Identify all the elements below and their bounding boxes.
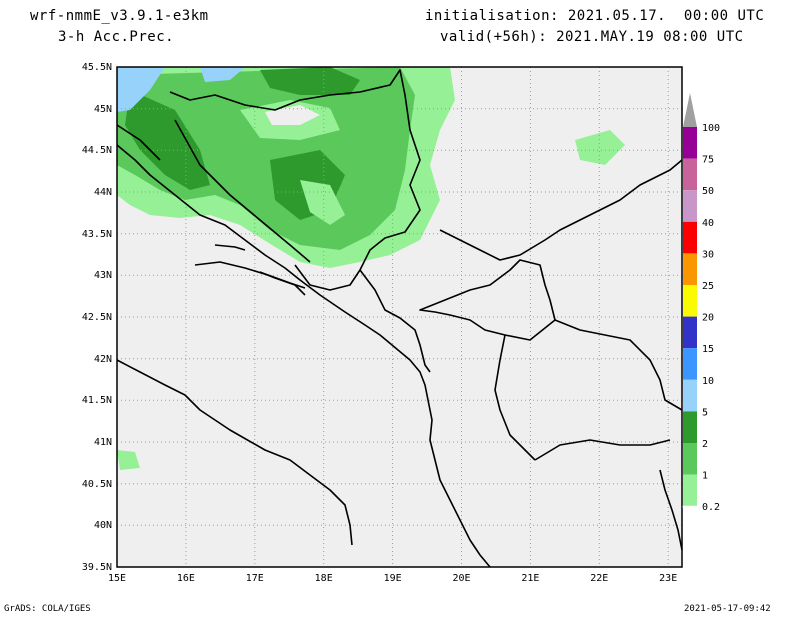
- precip-area-east-patch: [575, 130, 625, 165]
- lon-label: 16E: [177, 573, 195, 584]
- croatia-islands-2: [259, 271, 306, 296]
- lat-label: 39.5N: [82, 562, 112, 573]
- colorbar: [682, 93, 698, 541]
- precip-area-mid-green: [117, 67, 415, 250]
- colorbar-swatch: [683, 316, 697, 349]
- colorbar-swatch: [683, 474, 697, 507]
- model-title: wrf-nmmE_v3.9.1-e3km: [30, 8, 209, 24]
- colorbar-label: 75: [702, 155, 714, 166]
- bih-border-inner: [174, 119, 311, 263]
- precip-area-light-gap-2: [300, 180, 345, 225]
- lat-label: 44N: [94, 187, 112, 198]
- colorbar-label: 20: [702, 313, 714, 324]
- albania-macedonia: [494, 334, 536, 461]
- footer-credit: GrADS: COLA/IGES: [4, 604, 91, 614]
- colorbar-cap: [683, 93, 697, 127]
- footer-timestamp: 2021-05-17-09:42: [684, 604, 771, 614]
- lat-label: 42.5N: [82, 312, 112, 323]
- colorbar-swatch: [683, 221, 697, 254]
- croatia-islands-3: [214, 244, 246, 251]
- colorbar-label: 30: [702, 249, 714, 260]
- lon-label: 15E: [108, 573, 126, 584]
- lat-label: 44.5N: [82, 145, 112, 156]
- lon-label: 18E: [315, 573, 333, 584]
- colorbar-swatch: [683, 253, 697, 285]
- italy-coast: [116, 359, 353, 546]
- bulgaria-border: [554, 319, 683, 411]
- coastlines-borders: [116, 69, 683, 568]
- colorbar-label: 50: [702, 186, 714, 197]
- lon-label: 19E: [384, 573, 402, 584]
- field-title: 3-h Acc.Prec.: [58, 29, 175, 45]
- colorbar-swatch: [683, 348, 697, 380]
- precip-area-light-blue-1: [117, 67, 165, 112]
- colorbar-labels: 100 75 50 40 30 25 20 15 10 5 2 1 0.2: [702, 123, 720, 513]
- lon-label: 20E: [452, 573, 470, 584]
- croatia-bih-border: [169, 69, 421, 291]
- kosovo-border: [419, 259, 556, 341]
- colorbar-label: 15: [702, 344, 714, 355]
- colorbar-label: 2: [702, 439, 708, 450]
- colorbar-swatch: [683, 443, 697, 475]
- serbia-montenegro: [359, 269, 431, 373]
- valid-time: valid(+56h): 2021.MAY.19 08:00 UTC: [440, 29, 744, 45]
- lat-label: 41.5N: [82, 395, 112, 406]
- precip-area-south-patch: [117, 450, 140, 470]
- lat-label: 43.5N: [82, 229, 112, 240]
- precipitation-field: [117, 67, 625, 470]
- lon-label: 22E: [590, 573, 608, 584]
- lat-label: 43N: [94, 270, 112, 281]
- precip-area-dark-green-1: [125, 90, 210, 190]
- colorbar-swatch: [683, 127, 697, 159]
- precip-area-dark-green-2: [260, 67, 360, 95]
- lat-label: 45.5N: [82, 62, 112, 73]
- colorbar-swatch: [683, 158, 697, 191]
- lon-label: 21E: [521, 573, 539, 584]
- lon-axis-labels: 15E 16E 17E 18E 19E 20E 21E 22E 23E: [108, 573, 677, 584]
- macedonia-greece: [534, 439, 671, 461]
- colorbar-label: 40: [702, 218, 714, 229]
- colorbar-label: 100: [702, 123, 720, 134]
- colorbar-label: 25: [702, 281, 714, 292]
- lat-label: 42N: [94, 354, 112, 365]
- colorbar-swatch: [683, 411, 697, 443]
- precip-area-light-blue-2: [200, 67, 245, 82]
- colorbar-swatch: [683, 190, 697, 222]
- lat-label: 41N: [94, 437, 112, 448]
- lon-label: 23E: [659, 573, 677, 584]
- colorbar-cap-bottom: [682, 505, 698, 541]
- lat-label: 45N: [94, 104, 112, 115]
- lat-label: 40.5N: [82, 479, 112, 490]
- lon-label: 17E: [246, 573, 264, 584]
- colorbar-label: 5: [702, 407, 708, 418]
- serbia-east: [439, 159, 683, 261]
- dalmatia-coast: [116, 124, 161, 161]
- colorbar-label: 0.2: [702, 502, 720, 513]
- greek-coast: [659, 469, 683, 551]
- precip-area-dry-gap: [265, 105, 320, 125]
- lat-axis-labels: 45.5N 45N 44.5N 44N 43.5N 43N 42.5N 42N …: [82, 62, 112, 573]
- graticule: [117, 67, 682, 567]
- init-time: initialisation: 2021.05.17. 00:00 UTC: [425, 8, 765, 24]
- map-frame: [116, 66, 683, 568]
- colorbar-label: 10: [702, 376, 714, 387]
- colorbar-swatch: [683, 285, 697, 317]
- adriatic-coast: [116, 144, 491, 568]
- lat-label: 40N: [94, 520, 112, 531]
- colorbar-label: 1: [702, 471, 708, 482]
- colorbar-swatch: [683, 379, 697, 412]
